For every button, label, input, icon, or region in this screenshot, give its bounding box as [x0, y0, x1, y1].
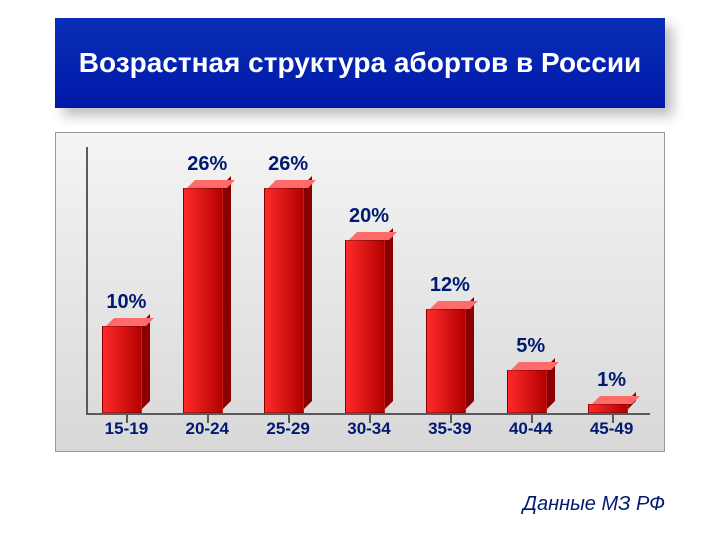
- data-source-text: Данные МЗ РФ: [523, 493, 665, 515]
- category-label: 45-49: [571, 419, 652, 439]
- bar-top: [430, 301, 478, 309]
- bar-group: 20%: [329, 145, 410, 415]
- bar-group: 26%: [167, 145, 248, 415]
- category-label: 35-39: [409, 419, 490, 439]
- bar-front: [102, 326, 142, 413]
- bar-front: [507, 370, 547, 413]
- slide-title: Возрастная структура абортов в России: [55, 18, 665, 108]
- bar-top: [268, 180, 316, 188]
- category-label: 20-24: [167, 419, 248, 439]
- bar-front: [183, 188, 223, 413]
- bar: [264, 180, 312, 413]
- bar-value-label: 10%: [86, 291, 167, 314]
- bar-side: [142, 314, 150, 409]
- category-label: 15-19: [86, 419, 167, 439]
- category-label: 30-34: [329, 419, 410, 439]
- bar-value-label: 20%: [329, 205, 410, 228]
- bar-side: [385, 228, 393, 409]
- bar-group: 12%: [409, 145, 490, 415]
- bar: [183, 180, 231, 413]
- bar: [345, 232, 393, 413]
- bar-front: [264, 188, 304, 413]
- bars-container: 10% 26%26% 20% 12% 5%1%: [86, 147, 650, 415]
- bar-side: [223, 176, 231, 409]
- bar-value-label: 12%: [409, 274, 490, 297]
- bar-side: [304, 176, 312, 409]
- data-source: Данные МЗ РФ: [523, 493, 665, 516]
- bar-group: 10%: [86, 145, 167, 415]
- bar-value-label: 5%: [490, 335, 571, 358]
- bar-front: [345, 240, 385, 413]
- title-container: Возрастная структура абортов в России: [55, 18, 665, 108]
- plot-area: 10% 26%26% 20% 12% 5%1%: [86, 147, 650, 415]
- slide: Возрастная структура абортов в России 10…: [0, 0, 720, 540]
- bar-value-label: 26%: [167, 153, 248, 176]
- slide-title-text: Возрастная структура абортов в России: [79, 47, 642, 79]
- bar-side: [466, 297, 474, 409]
- bar: [102, 318, 150, 413]
- category-labels: 15-1920-2425-2930-3435-3940-4445-49: [86, 419, 650, 447]
- bar-top: [592, 396, 640, 404]
- bar-front: [588, 404, 628, 413]
- bar: [426, 301, 474, 413]
- bar-top: [349, 232, 397, 240]
- bar-value-label: 1%: [571, 369, 652, 392]
- category-label: 40-44: [490, 419, 571, 439]
- bar-group: 1%: [571, 145, 652, 415]
- bar-group: 26%: [248, 145, 329, 415]
- bar-top: [511, 362, 559, 370]
- chart-area: 10% 26%26% 20% 12% 5%1% 15-1920-2425-2930-34…: [55, 132, 665, 452]
- bar: [588, 396, 636, 413]
- bar-front: [426, 309, 466, 413]
- category-label: 25-29: [248, 419, 329, 439]
- bar: [507, 362, 555, 413]
- bar-value-label: 26%: [248, 153, 329, 176]
- bar-top: [187, 180, 235, 188]
- bar-group: 5%: [490, 145, 571, 415]
